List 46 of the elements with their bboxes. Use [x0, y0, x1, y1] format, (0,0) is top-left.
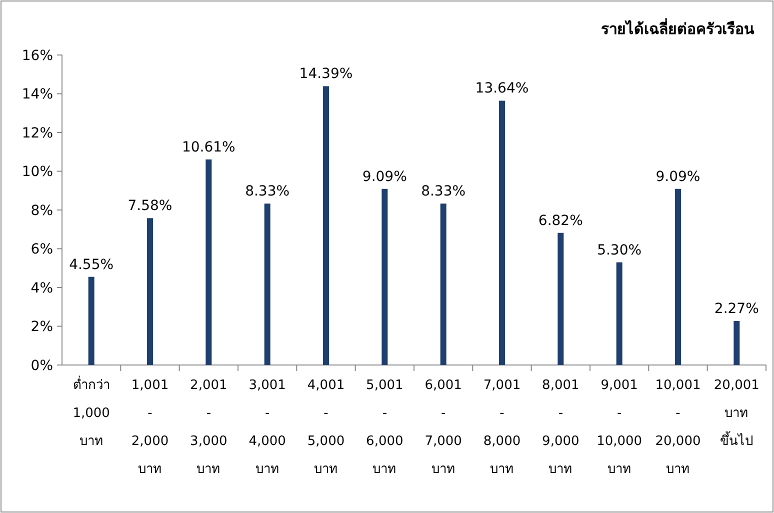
- bar: [88, 276, 94, 365]
- x-tick-label: 7,001 - 8,000 บาท: [483, 378, 521, 477]
- bar: [734, 321, 740, 365]
- data-label: 10.61%: [182, 139, 236, 156]
- x-tick-label: 3,001 - 4,000 บาท: [248, 378, 286, 477]
- x-tick-label: 9,001 - 10,000 บาท: [596, 378, 642, 477]
- data-label: 13.64%: [475, 80, 529, 97]
- y-tick-label: 6%: [30, 242, 53, 258]
- x-tick-label: 5,001 - 6,000 บาท: [366, 378, 404, 477]
- data-label: 7.58%: [128, 198, 172, 214]
- data-label: 9.09%: [362, 168, 407, 185]
- x-tick-label: 8,001 - 9,000 บาท: [542, 378, 580, 477]
- x-tick-label: ต่ำกว่า 1,000 บาท: [72, 376, 110, 449]
- x-tick-label: 1,001 - 2,000 บาท: [131, 378, 169, 477]
- bar: [147, 218, 153, 365]
- y-tick-label: 14%: [22, 86, 53, 103]
- y-tick-label: 10%: [22, 164, 53, 180]
- bar: [440, 204, 446, 365]
- data-label: 2.27%: [714, 301, 759, 318]
- y-tick-label: 2%: [30, 319, 53, 336]
- y-tick-label: 16%: [22, 48, 53, 64]
- y-tick-label: 12%: [22, 125, 53, 142]
- data-label: 8.33%: [421, 184, 466, 200]
- x-tick-label: 2,001 - 3,000 บาท: [190, 378, 228, 477]
- data-label: 5.30%: [597, 242, 642, 258]
- chart-title: รายได้เฉลี่ยต่อครัวเรือน: [601, 18, 755, 38]
- bar: [323, 86, 329, 365]
- bar: [558, 232, 564, 365]
- bar: [616, 262, 622, 365]
- y-tick-label: 4%: [30, 280, 53, 296]
- data-label: 14.39%: [299, 66, 353, 82]
- x-tick-label: 6,001 - 7,000 บาท: [424, 378, 462, 477]
- bar: [499, 100, 505, 365]
- bar: [675, 188, 681, 365]
- y-tick-label: 8%: [30, 202, 53, 219]
- data-label: 4.55%: [69, 256, 114, 273]
- x-tick-label: 20,001 บาท ขึ้นไป: [714, 378, 760, 449]
- bar: [264, 204, 270, 365]
- x-tick-label: 10,001 - 20,000 บาท: [655, 378, 701, 477]
- data-label: 8.33%: [245, 184, 290, 200]
- bar: [382, 188, 388, 365]
- bar: [206, 159, 212, 365]
- data-label: 6.82%: [538, 212, 583, 229]
- data-label: 9.09%: [656, 168, 700, 185]
- y-tick-label: 0%: [30, 358, 53, 374]
- x-tick-label: 4,001 - 5,000 บาท: [307, 378, 345, 477]
